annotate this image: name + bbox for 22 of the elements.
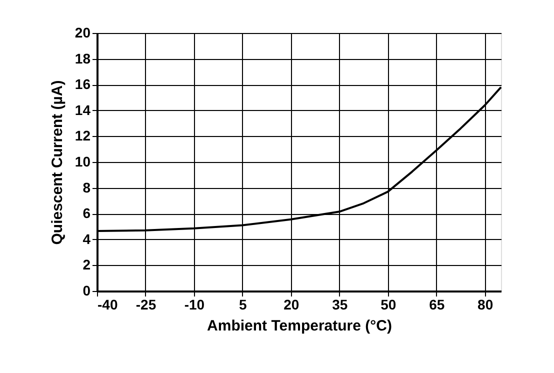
x-tick-label: 35 (332, 296, 348, 312)
y-tick-label: 16 (74, 76, 91, 92)
y-tick-label: 20 (74, 24, 91, 40)
y-tick-label: 2 (82, 256, 91, 273)
y-tick-label: 6 (82, 205, 91, 222)
y-axis-title: Quiescent Current (µA) (48, 80, 66, 245)
x-tick-label: -40 (98, 296, 118, 312)
y-tick-label: 8 (82, 179, 91, 196)
y-tick-label: 0 (82, 282, 91, 298)
x-tick-label: -25 (136, 296, 156, 312)
y-tick-label: 18 (74, 50, 91, 66)
y-tick-label: 14 (74, 102, 91, 118)
x-tick-label: 50 (380, 296, 396, 312)
x-tick-label: 65 (429, 296, 445, 312)
x-tick-label: 20 (284, 296, 300, 312)
y-tick-label: 10 (74, 154, 91, 170)
y-tick-label: 12 (74, 128, 91, 144)
x-tick-label: 5 (239, 296, 248, 312)
y-tick-label: 4 (82, 230, 91, 247)
x-tick-label: 80 (478, 296, 494, 312)
x-axis-title: Ambient Temperature (°C) (207, 318, 392, 334)
x-tick-label: -10 (184, 296, 205, 312)
